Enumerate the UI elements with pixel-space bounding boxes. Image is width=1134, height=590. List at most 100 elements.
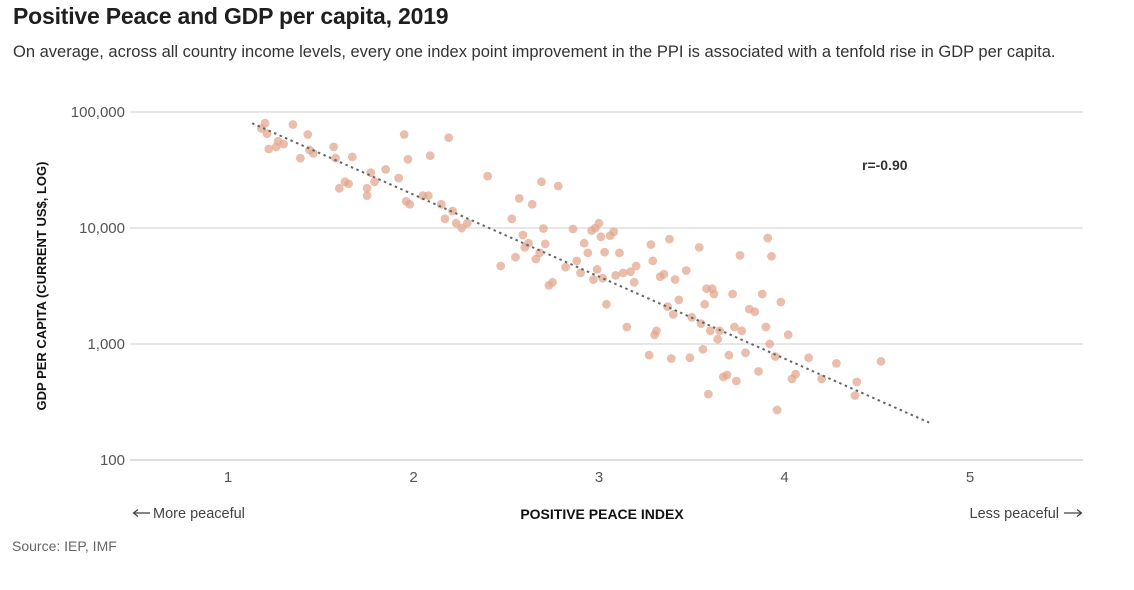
data-point (579, 238, 589, 248)
data-point (594, 218, 604, 228)
data-point (537, 177, 546, 187)
data-point (646, 240, 656, 249)
data-point (804, 353, 813, 363)
data-point (425, 151, 435, 161)
data-point (507, 214, 517, 224)
data-point (405, 199, 415, 209)
data-point (527, 199, 537, 209)
grid-lines (130, 111, 1083, 461)
data-point (344, 179, 353, 189)
data-point (731, 376, 741, 386)
data-point (553, 181, 563, 191)
data-point (600, 247, 609, 257)
data-point (735, 251, 745, 260)
x-tick-label: 2 (409, 469, 417, 486)
data-point (698, 344, 708, 354)
data-point (852, 377, 862, 387)
data-point (704, 389, 713, 399)
data-point (511, 252, 520, 262)
data-point (362, 191, 372, 201)
data-point (596, 232, 606, 242)
data-point (496, 261, 506, 271)
data-point (381, 165, 391, 174)
data-point (423, 191, 433, 201)
right-arrowhead-icon (1076, 508, 1083, 518)
data-point (568, 224, 578, 234)
data-point (767, 251, 776, 261)
y-tick-labels: 100 1,000 10,000 100,000 (71, 104, 125, 469)
data-point (394, 173, 404, 183)
y-tick-label: 100,000 (71, 104, 125, 121)
data-point (611, 271, 621, 280)
data-point (652, 326, 661, 336)
data-point (832, 359, 841, 368)
data-point (295, 153, 305, 163)
data-point (648, 256, 658, 266)
data-point (483, 171, 493, 181)
data-point (681, 266, 691, 275)
data-point (308, 149, 318, 158)
data-point (705, 326, 715, 336)
data-point (583, 248, 593, 258)
data-point (665, 234, 674, 244)
data-point (685, 353, 695, 363)
data-point (576, 268, 585, 278)
data-point (548, 277, 557, 287)
data-point (670, 275, 680, 284)
data-point (644, 350, 654, 360)
data-point (462, 218, 472, 228)
data-point (765, 339, 775, 349)
chart-title: Positive Peace and GDP per capita, 2019 (13, 3, 449, 29)
data-point (331, 153, 340, 163)
data-point (713, 334, 723, 344)
y-axis-label: GDP PER CAPITA (CURRENT US$, LOG) (34, 162, 49, 411)
y-tick-label: 100 (100, 452, 125, 469)
data-point (750, 307, 760, 317)
data-point (370, 177, 379, 187)
data-point (626, 267, 635, 277)
data-point (754, 367, 763, 376)
less-peaceful-indicator: Less peaceful (970, 506, 1083, 522)
data-point (622, 322, 632, 332)
data-point (772, 405, 782, 415)
data-point (783, 330, 793, 340)
source-note: Source: IEP, IMF (12, 538, 117, 554)
x-tick-label: 3 (595, 469, 603, 486)
data-point (659, 269, 669, 279)
data-point (448, 206, 457, 216)
y-tick-label: 1,000 (87, 336, 125, 353)
data-point (850, 391, 860, 400)
data-point (514, 194, 524, 203)
x-tick-labels: 1 2 3 4 5 (224, 469, 974, 486)
data-point (696, 319, 706, 328)
more-peaceful-indicator: More peaceful (132, 506, 245, 522)
data-point (791, 369, 800, 379)
data-point (589, 275, 598, 284)
data-point (524, 238, 533, 248)
data-point (403, 155, 413, 164)
x-axis-label: POSITIVE PEACE INDEX (520, 506, 684, 522)
data-point (666, 354, 676, 363)
chart-subtitle: On average, across all country income le… (13, 43, 1056, 61)
data-point (615, 248, 624, 258)
data-point (618, 268, 628, 278)
data-point (776, 297, 786, 307)
data-point (741, 348, 750, 358)
data-point (540, 239, 550, 249)
data-point (518, 230, 528, 240)
data-point (264, 144, 274, 154)
more-peaceful-label: More peaceful (153, 506, 245, 522)
data-point (592, 265, 602, 274)
less-peaceful-label: Less peaceful (970, 506, 1059, 522)
data-point (730, 322, 739, 332)
trend-line (251, 122, 930, 424)
data-point (329, 142, 339, 152)
data-point (724, 350, 734, 360)
data-point (288, 120, 298, 129)
data-point (444, 133, 454, 143)
x-tick-label: 4 (780, 469, 788, 486)
data-point (561, 262, 570, 272)
data-point (722, 370, 732, 380)
data-point (700, 299, 710, 309)
